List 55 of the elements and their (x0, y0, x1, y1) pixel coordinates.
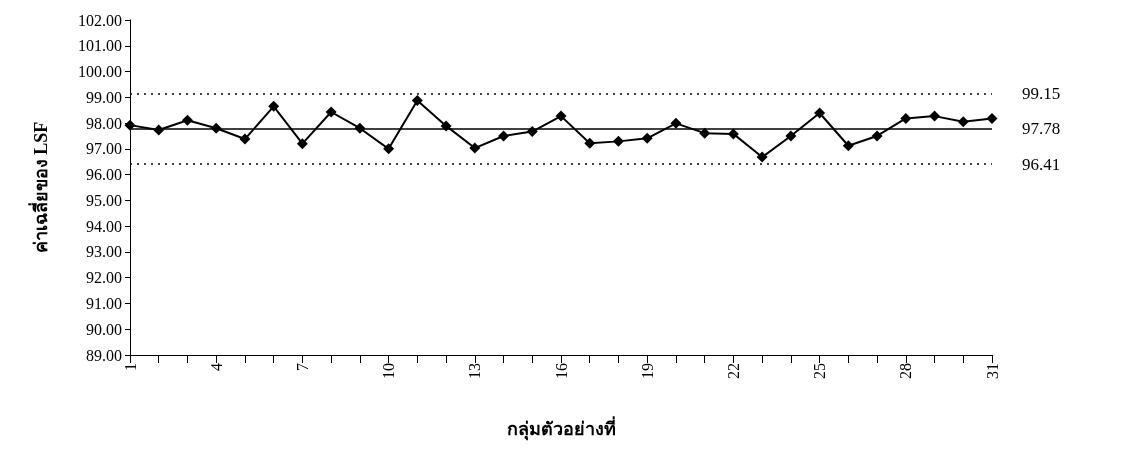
x-tick-label: 1 (121, 363, 139, 371)
ref-line-label: 99.15 (1022, 83, 1061, 103)
y-tick-label: 92.00 (86, 269, 122, 287)
point (871, 130, 883, 142)
point (612, 135, 624, 147)
y-tick-label: 96.00 (86, 166, 122, 184)
point (239, 133, 251, 145)
y-tick-label: 100.00 (78, 63, 122, 81)
point (325, 106, 337, 118)
point (584, 137, 596, 149)
ref-line-label: 97.78 (1022, 119, 1061, 139)
y-tick-label: 98.00 (86, 114, 122, 132)
y-tick-label: 89.00 (86, 346, 122, 364)
y-tick-label: 91.00 (86, 294, 122, 312)
x-tick-label: 13 (466, 363, 484, 379)
y-tick-label: 97.00 (86, 140, 122, 158)
point (498, 130, 510, 142)
point (411, 94, 423, 106)
x-tick-label: 16 (552, 363, 570, 379)
point (842, 140, 854, 152)
point (670, 117, 682, 129)
point (727, 128, 739, 140)
x-tick-label: 25 (811, 363, 829, 379)
y-tick-label: 95.00 (86, 191, 122, 209)
y-axis-title: ค่าเฉลี่ยของ LSF (28, 121, 51, 254)
point (986, 112, 998, 124)
point (929, 110, 941, 122)
y-tick-label: 99.00 (86, 88, 122, 106)
x-tick-label: 10 (380, 363, 398, 379)
point (383, 143, 395, 155)
x-tick-label: 28 (897, 363, 915, 379)
y-tick-label: 94.00 (86, 217, 122, 235)
point (785, 130, 797, 142)
point (124, 119, 136, 131)
x-tick-label: 7 (293, 363, 311, 371)
point (957, 116, 969, 128)
point (900, 112, 912, 124)
point (555, 110, 567, 122)
y-tick-label: 93.00 (86, 243, 122, 261)
x-tick-label: 19 (638, 363, 656, 379)
x-tick-label: 31 (983, 363, 1001, 379)
point (268, 100, 280, 112)
point (181, 114, 193, 126)
y-tick-label: 101.00 (78, 37, 122, 55)
point (641, 132, 653, 144)
point (296, 138, 308, 150)
x-axis-title: กลุ่มตัวอย่างที่ (506, 416, 616, 441)
ref-line-label: 96.41 (1022, 154, 1061, 174)
x-tick-label: 22 (724, 363, 742, 379)
point (756, 151, 768, 163)
point (469, 142, 481, 154)
x-tick-label: 4 (207, 363, 225, 371)
point (814, 107, 826, 119)
y-tick-label: 102.00 (78, 11, 122, 29)
y-tick-label: 90.00 (86, 320, 122, 338)
